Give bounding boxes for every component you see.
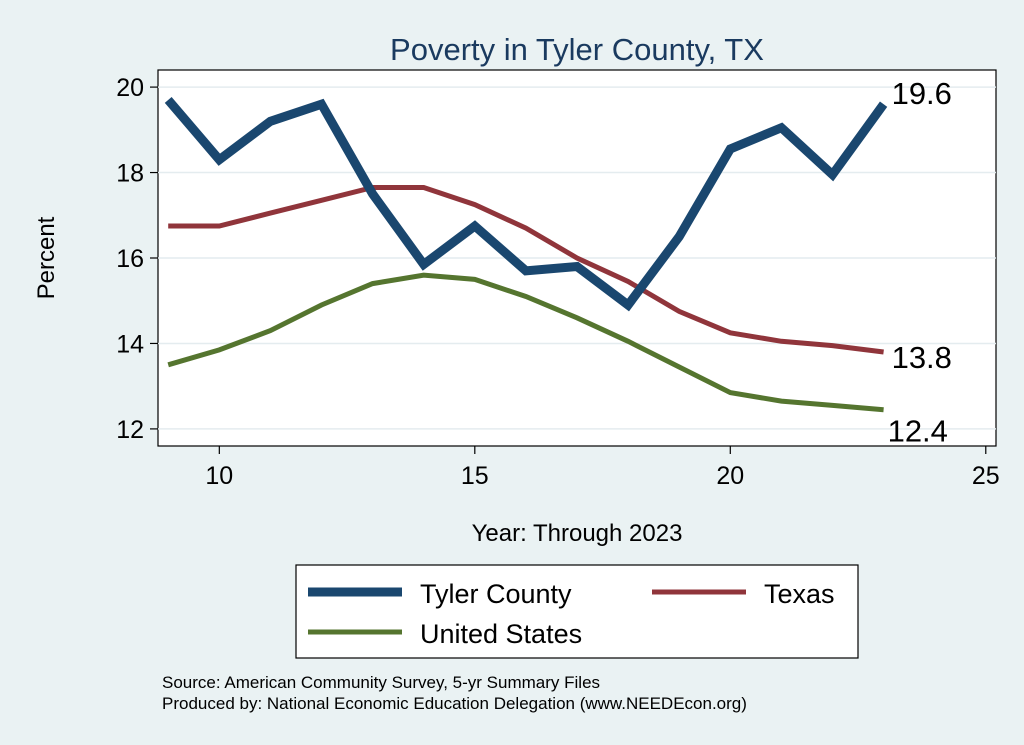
series-line-texas [168, 185, 884, 355]
y-tick-label-18: 18 [116, 160, 144, 188]
end-labels: 19.6 13.8 12.4 [888, 76, 952, 449]
gridlines [158, 86, 996, 430]
end-label-texas: 13.8 [892, 340, 952, 375]
x-tick-label-20: 20 [716, 462, 744, 490]
y-axis-title: Percent [33, 216, 60, 299]
series-line-united-states [167, 272, 884, 413]
chart-title: Poverty in Tyler County, TX [390, 32, 764, 67]
end-label-tyler-county: 19.6 [892, 76, 952, 111]
produced-by-note: Produced by: National Economic Education… [162, 694, 747, 713]
legend-label-tyler-county: Tyler County [420, 579, 572, 609]
end-label-united-states: 12.4 [888, 414, 948, 449]
x-tick-label-15: 15 [461, 462, 489, 490]
axes: 12 14 16 18 20 10 15 20 25 [116, 74, 999, 490]
y-tick-label-16: 16 [116, 245, 144, 273]
series-lines [164, 96, 888, 413]
y-tick-label-12: 12 [116, 416, 144, 444]
y-tick-label-20: 20 [116, 74, 144, 102]
x-tick-label-10: 10 [205, 462, 233, 490]
legend-box [295, 564, 859, 659]
y-tick-label-14: 14 [116, 330, 144, 358]
source-note: Source: American Community Survey, 5-yr … [162, 673, 600, 692]
series-line-tyler-county [164, 96, 888, 312]
legend-label-texas: Texas [764, 579, 835, 609]
legend-label-united-states: United States [420, 619, 582, 649]
legend: Tyler County Texas United States [295, 564, 859, 659]
x-tick-label-25: 25 [972, 462, 1000, 490]
x-axis-title: Year: Through 2023 [472, 520, 683, 547]
